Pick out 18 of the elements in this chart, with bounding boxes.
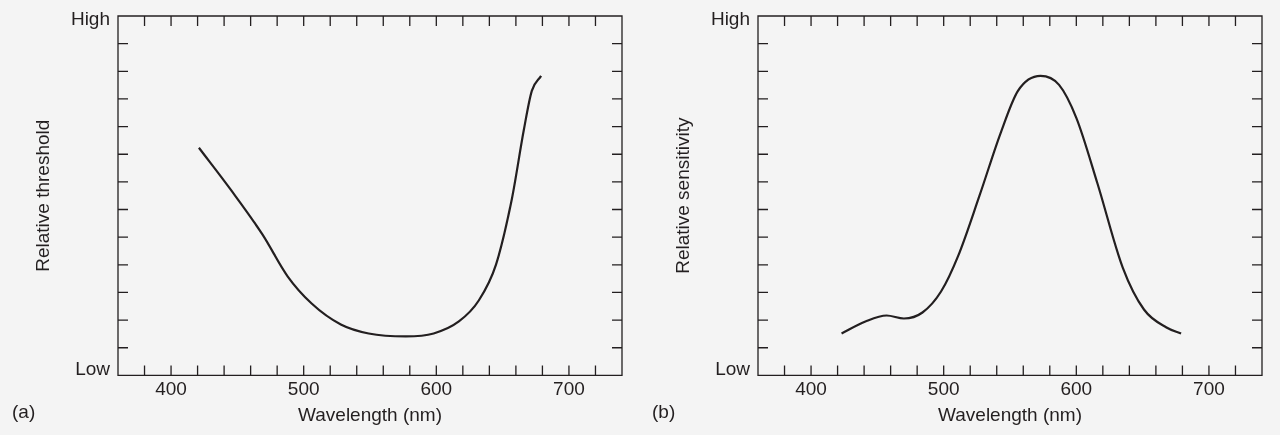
x-tick-label: 600: [420, 378, 453, 400]
x-tick-label: 500: [927, 378, 960, 400]
y-axis-title: Relative sensitivity: [672, 117, 694, 274]
x-tick-label: 700: [1193, 378, 1225, 400]
text: High: [70, 8, 110, 30]
y-axis-title: Relative threshold: [32, 119, 54, 272]
text: Low: [75, 357, 111, 379]
x-tick-label: 600: [1060, 378, 1093, 400]
text: (b): [652, 401, 676, 422]
text: High: [710, 8, 750, 30]
x-tick-label: 400: [795, 378, 827, 400]
text: Low: [715, 357, 751, 379]
text: (a): [12, 401, 36, 422]
x-axis-title: Wavelength (nm): [298, 403, 442, 425]
x-tick-label: 400: [155, 378, 187, 400]
x-axis-title: Wavelength (nm): [938, 403, 1082, 425]
x-tick-label: 500: [287, 378, 320, 400]
x-tick-label: 700: [553, 378, 585, 400]
